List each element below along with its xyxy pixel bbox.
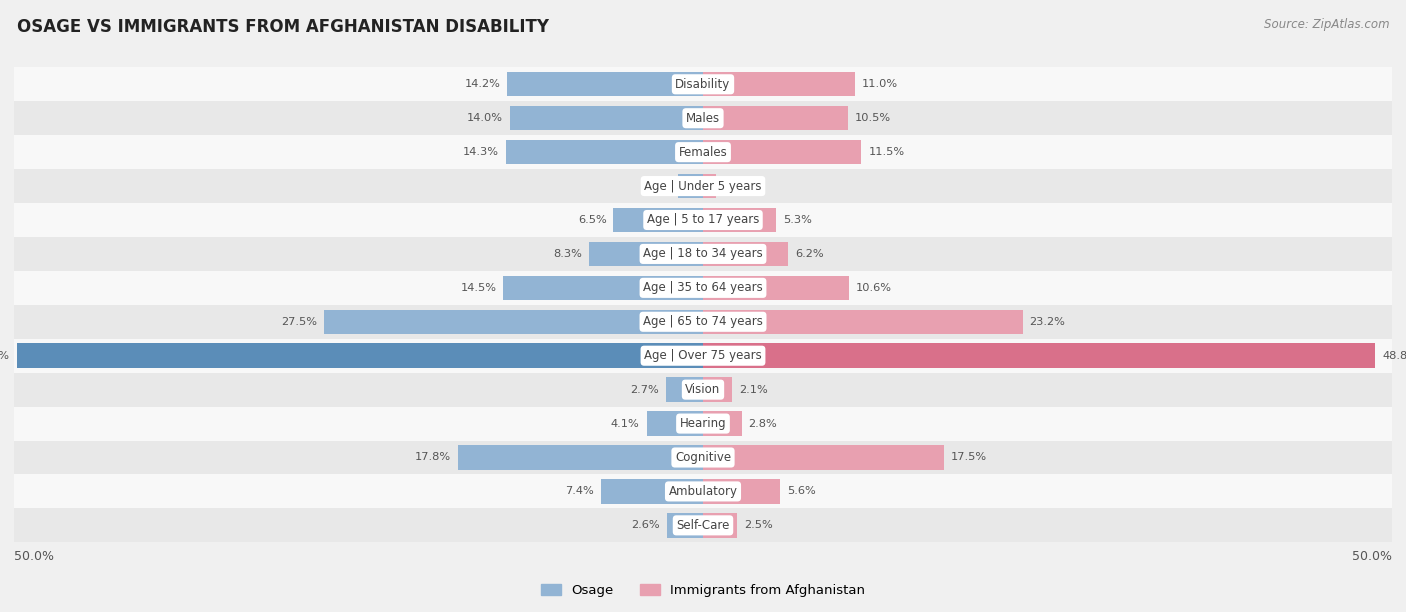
Text: Age | Under 5 years: Age | Under 5 years <box>644 179 762 193</box>
Text: 17.8%: 17.8% <box>415 452 451 463</box>
Text: 11.5%: 11.5% <box>869 147 904 157</box>
Text: Ambulatory: Ambulatory <box>668 485 738 498</box>
Bar <box>600 479 703 504</box>
Bar <box>14 237 1392 271</box>
Text: Source: ZipAtlas.com: Source: ZipAtlas.com <box>1264 18 1389 31</box>
Text: 8.3%: 8.3% <box>553 249 582 259</box>
Text: Age | 5 to 17 years: Age | 5 to 17 years <box>647 214 759 226</box>
Bar <box>703 378 733 402</box>
Bar <box>589 242 703 266</box>
Text: 49.8%: 49.8% <box>0 351 10 360</box>
Bar <box>14 339 1392 373</box>
Bar <box>647 411 703 436</box>
Text: Males: Males <box>686 112 720 125</box>
Text: Females: Females <box>679 146 727 159</box>
Text: Cognitive: Cognitive <box>675 451 731 464</box>
Bar <box>14 271 1392 305</box>
Bar <box>703 275 849 300</box>
Legend: Osage, Immigrants from Afghanistan: Osage, Immigrants from Afghanistan <box>536 578 870 602</box>
Text: 14.3%: 14.3% <box>463 147 499 157</box>
Text: 50.0%: 50.0% <box>1353 550 1392 563</box>
Text: 2.6%: 2.6% <box>631 520 661 531</box>
Bar <box>503 275 703 300</box>
Text: Age | Over 75 years: Age | Over 75 years <box>644 349 762 362</box>
Bar <box>323 310 703 334</box>
Bar <box>703 411 741 436</box>
Text: 2.1%: 2.1% <box>738 384 768 395</box>
Text: 14.5%: 14.5% <box>460 283 496 293</box>
Bar <box>613 208 703 232</box>
Text: Hearing: Hearing <box>679 417 727 430</box>
Text: 11.0%: 11.0% <box>862 80 897 89</box>
Text: 10.5%: 10.5% <box>855 113 890 123</box>
Bar <box>703 242 789 266</box>
Bar <box>703 343 1375 368</box>
Bar <box>703 479 780 504</box>
Bar <box>14 135 1392 169</box>
Bar <box>14 474 1392 509</box>
Bar <box>17 343 703 368</box>
Text: 7.4%: 7.4% <box>565 487 595 496</box>
Text: 6.5%: 6.5% <box>578 215 606 225</box>
Bar <box>14 373 1392 406</box>
Text: Age | 35 to 64 years: Age | 35 to 64 years <box>643 282 763 294</box>
Bar <box>703 446 945 470</box>
Text: 27.5%: 27.5% <box>281 317 318 327</box>
Text: OSAGE VS IMMIGRANTS FROM AFGHANISTAN DISABILITY: OSAGE VS IMMIGRANTS FROM AFGHANISTAN DIS… <box>17 18 548 36</box>
Bar <box>14 441 1392 474</box>
Text: 2.8%: 2.8% <box>748 419 778 428</box>
Bar <box>14 406 1392 441</box>
Text: 6.2%: 6.2% <box>796 249 824 259</box>
Text: Disability: Disability <box>675 78 731 91</box>
Text: 10.6%: 10.6% <box>856 283 891 293</box>
Text: 1.8%: 1.8% <box>643 181 671 191</box>
Bar <box>458 446 703 470</box>
Text: 14.2%: 14.2% <box>464 80 501 89</box>
Bar <box>678 174 703 198</box>
Bar <box>703 174 716 198</box>
Text: Age | 65 to 74 years: Age | 65 to 74 years <box>643 315 763 328</box>
Bar <box>703 72 855 97</box>
Bar <box>703 310 1022 334</box>
Bar <box>703 513 738 537</box>
Text: 2.5%: 2.5% <box>744 520 773 531</box>
Text: 23.2%: 23.2% <box>1029 317 1066 327</box>
Bar <box>14 509 1392 542</box>
Bar <box>703 208 776 232</box>
Bar <box>703 106 848 130</box>
Bar <box>668 513 703 537</box>
Bar <box>703 140 862 165</box>
Text: 17.5%: 17.5% <box>950 452 987 463</box>
Bar <box>14 305 1392 339</box>
Bar <box>506 140 703 165</box>
Bar <box>14 67 1392 101</box>
Bar <box>14 203 1392 237</box>
Text: 4.1%: 4.1% <box>610 419 640 428</box>
Bar <box>14 101 1392 135</box>
Bar <box>508 72 703 97</box>
Text: 5.3%: 5.3% <box>783 215 811 225</box>
Text: 14.0%: 14.0% <box>467 113 503 123</box>
Text: 0.91%: 0.91% <box>723 181 759 191</box>
Text: Age | 18 to 34 years: Age | 18 to 34 years <box>643 247 763 261</box>
Bar <box>666 378 703 402</box>
Text: 50.0%: 50.0% <box>14 550 53 563</box>
Text: Vision: Vision <box>685 383 721 396</box>
Text: Self-Care: Self-Care <box>676 519 730 532</box>
Bar <box>14 169 1392 203</box>
Bar <box>510 106 703 130</box>
Text: 48.8%: 48.8% <box>1382 351 1406 360</box>
Text: 5.6%: 5.6% <box>787 487 815 496</box>
Text: 2.7%: 2.7% <box>630 384 659 395</box>
